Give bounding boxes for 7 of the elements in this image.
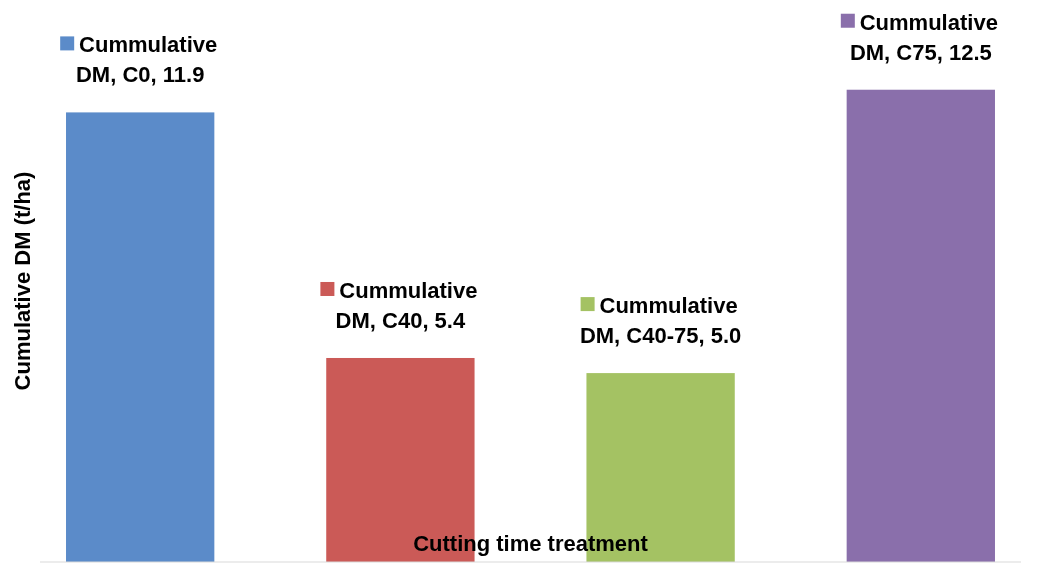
bar [846, 89, 995, 562]
bar [66, 112, 215, 562]
data-label: Cummulative DM, C75, 12.5 [849, 9, 998, 65]
data-label: Cummulative DM, C0, 11.9 [75, 32, 218, 88]
data-label: Cummulative DM, C40-75, 5.0 [579, 293, 742, 349]
y-axis-title: Cumulative DM (t/ha) [10, 171, 35, 391]
data-label: Cummulative DM, C40, 5.4 [335, 277, 478, 333]
